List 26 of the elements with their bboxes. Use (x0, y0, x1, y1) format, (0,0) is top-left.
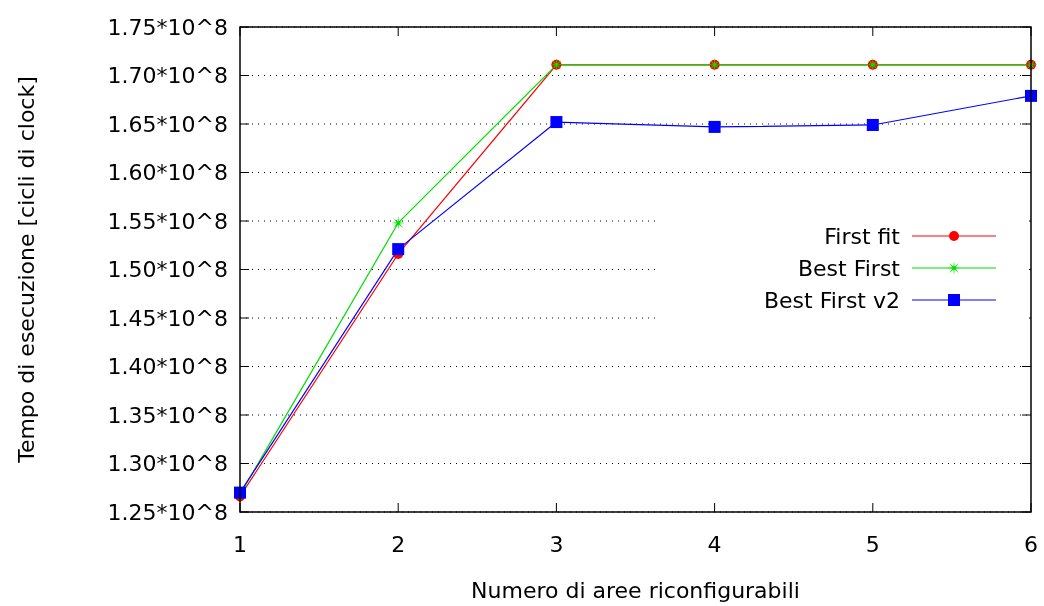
x-tick-label: 6 (1024, 532, 1038, 557)
point (708, 120, 721, 133)
y-tick-label: 1.25*10^8 (107, 499, 228, 525)
point (392, 243, 405, 256)
x-tick-label: 4 (707, 532, 722, 557)
legend-label: First fit (824, 223, 901, 249)
y-tick-label: 1.60*10^8 (107, 160, 228, 186)
y-tick-label: 1.55*10^8 (107, 208, 228, 234)
y-tick-label: 1.30*10^8 (107, 451, 228, 477)
x-tick-label: 2 (391, 532, 406, 557)
y-tick-label: 1.45*10^8 (107, 305, 228, 331)
legend-label: Best First v2 (763, 287, 900, 313)
y-tick-label: 1.75*10^8 (107, 14, 228, 40)
x-tick-label: 1 (233, 532, 247, 557)
legend-label: Best First (797, 255, 901, 281)
point (550, 116, 563, 129)
x-tick-label: 3 (549, 532, 564, 557)
y-axis-title: Tempo di esecuzione [cicli di clock] (14, 76, 39, 464)
point (866, 118, 879, 131)
y-tick-label: 1.70*10^8 (107, 63, 228, 89)
x-axis-title: Numero di aree riconfigurabili (471, 578, 800, 603)
y-tick-label: 1.40*10^8 (107, 354, 228, 380)
y-tick-label: 1.35*10^8 (107, 402, 228, 428)
x-tick-label: 5 (865, 532, 880, 557)
y-tick-label: 1.50*10^8 (107, 257, 228, 283)
y-tick-label: 1.65*10^8 (107, 111, 228, 137)
